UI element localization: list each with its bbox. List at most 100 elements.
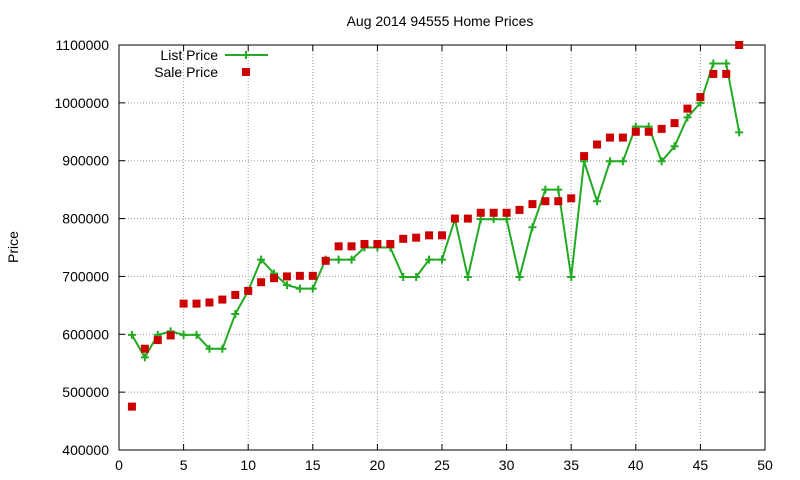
list-price-point (334, 255, 343, 264)
sale-price-point (140, 344, 149, 353)
list-price-point (218, 344, 227, 353)
sale-price-point (360, 240, 369, 249)
sale-price-point (205, 298, 214, 307)
sale-price-point (295, 271, 304, 280)
list-price-point (295, 284, 304, 293)
x-tick-label: 50 (757, 457, 773, 473)
list-price-point (179, 330, 188, 339)
y-tick-label: 400000 (62, 442, 109, 458)
sale-price-point (127, 402, 136, 411)
sale-price-point (696, 93, 705, 102)
sale-price-point (541, 197, 550, 206)
list-price-point (528, 223, 537, 232)
list-price-point (347, 255, 356, 264)
sale-price-point (450, 214, 459, 223)
list-price-point (282, 281, 291, 290)
x-tick-label: 20 (370, 457, 386, 473)
y-tick-label: 1100000 (56, 37, 110, 53)
sale-price-point (308, 271, 317, 280)
sale-price-point (735, 41, 744, 49)
y-tick-label: 800000 (62, 211, 109, 227)
sale-price-point (412, 233, 421, 242)
sale-price-point (528, 200, 537, 209)
list-price-point (515, 273, 524, 282)
sale-price-point (438, 231, 446, 240)
list-price-point (399, 273, 408, 282)
sale-price-point (683, 104, 692, 113)
list-price-point (670, 142, 679, 151)
sale-price-point (399, 234, 408, 243)
sale-price-point (425, 231, 434, 240)
list-price-point (438, 255, 446, 264)
sale-price-point (515, 205, 524, 214)
list-price-point (127, 330, 136, 339)
y-tick-label: 900000 (62, 153, 109, 169)
list-price-point (567, 273, 576, 282)
x-tick-label: 10 (240, 457, 256, 473)
list-price-point (554, 185, 563, 194)
sale-price-point (244, 286, 253, 295)
list-price-point (140, 353, 149, 362)
y-tick-label: 500000 (62, 384, 109, 400)
sale-price-point (373, 240, 382, 249)
list-price-point (618, 157, 627, 166)
y-tick-label: 700000 (62, 268, 109, 284)
sale-price-point (476, 208, 485, 217)
legend-label-sale-price: Sale Price (154, 64, 218, 80)
sale-price-point (670, 119, 679, 128)
grid (119, 45, 765, 450)
sale-price-point (179, 299, 188, 308)
list-price-point (205, 344, 214, 353)
x-tick-label: 30 (499, 457, 515, 473)
sale-price-point (502, 208, 511, 217)
x-tick-label: 25 (434, 457, 450, 473)
sale-price-point (657, 124, 666, 133)
ticks: 0 5 10 15 20 25 30 35 40 45 50 400000 500000 600000 70… (54, 37, 773, 473)
sale-price-point (282, 272, 291, 281)
y-tick-label: 1000000 (54, 95, 109, 111)
list-price-point (605, 157, 614, 166)
sale-price-point (554, 197, 563, 206)
list-price-point (463, 273, 472, 282)
x-tick-label: 45 (693, 457, 709, 473)
list-price-point (735, 128, 744, 137)
legend-label-list-price: List Price (160, 47, 218, 63)
x-tick-label: 0 (115, 457, 123, 473)
list-price-point (709, 59, 718, 68)
y-tick-label: 600000 (62, 326, 109, 342)
list-price-point (593, 197, 602, 206)
sale-price-point (334, 242, 343, 251)
plot-border (118, 44, 766, 451)
sale-price-point (257, 278, 266, 287)
chart-title: Aug 2014 94555 Home Prices (347, 13, 534, 29)
sale-price-point (192, 299, 201, 308)
sale-price-point (321, 256, 330, 265)
y-axis-label: Price (5, 231, 21, 263)
sale-price-point (593, 140, 602, 149)
list-price-line (131, 62, 741, 360)
legend-marker-list-price (242, 51, 250, 59)
sale-price-point (347, 242, 356, 251)
list-price-point (541, 185, 550, 194)
sale-price-point (218, 295, 227, 304)
list-price-point (308, 284, 317, 293)
list-price-point (722, 59, 731, 68)
sale-price-point (270, 274, 279, 283)
x-tick-label: 15 (305, 457, 321, 473)
sale-price-point (463, 214, 472, 223)
sale-price-point (631, 127, 640, 136)
sale-price-point (489, 208, 498, 217)
list-price-point (425, 255, 434, 264)
x-tick-label: 40 (628, 457, 644, 473)
list-price-point (683, 113, 692, 122)
sale-price-point (166, 331, 175, 340)
list-price-point (231, 310, 240, 319)
sale-price-point (386, 240, 395, 249)
list-price-point (257, 255, 266, 264)
legend: List Price Sale Price (154, 47, 268, 80)
list-price-point (657, 157, 666, 166)
sale-price-point (644, 127, 653, 136)
sale-price-point (618, 133, 627, 142)
sale-price-point (231, 290, 240, 299)
